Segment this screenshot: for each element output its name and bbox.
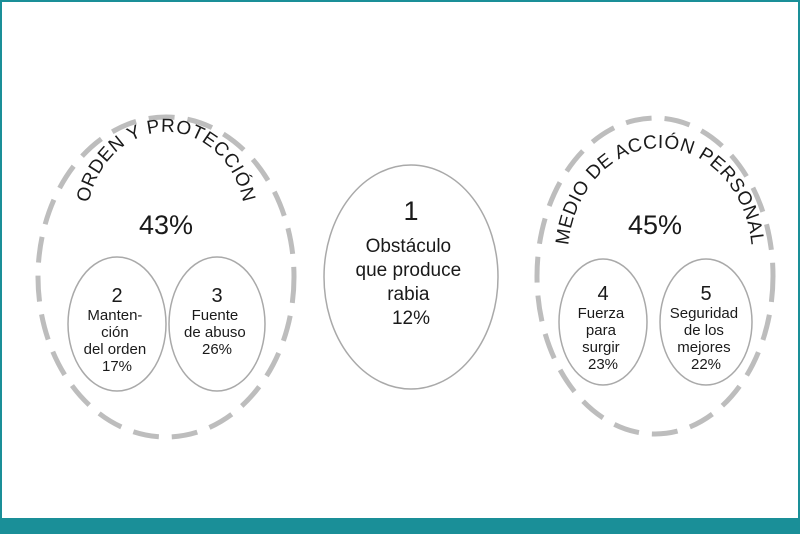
item-5-label: Seguridad de los mejores 22% xyxy=(670,305,743,373)
center-ellipse xyxy=(323,164,499,390)
left-group-title: ORDEN Y PROTECCIÓN xyxy=(73,116,259,204)
item-5-ellipse xyxy=(659,258,753,386)
left-group-percent: 43% xyxy=(139,210,193,240)
item-3-ellipse xyxy=(168,256,266,392)
item-2-label: Manten- ción del orden 17% xyxy=(84,307,151,375)
item-4-number: 4 xyxy=(597,283,608,305)
item-5-number: 5 xyxy=(700,283,711,305)
item-2-ellipse xyxy=(67,256,167,392)
item-4-label: Fuerza para surgir 23% xyxy=(578,305,629,373)
right-group-dashed-ring xyxy=(534,115,776,437)
center-number: 1 xyxy=(403,196,418,226)
item-3-label: Fuente de abuso 26% xyxy=(184,307,250,358)
item-2-number: 2 xyxy=(111,285,122,307)
item-3-number: 3 xyxy=(211,285,222,307)
bottom-band xyxy=(0,518,800,534)
center-label: Obstáculo que produce rabia 12% xyxy=(356,236,467,329)
right-group-percent: 45% xyxy=(628,210,682,240)
item-4-ellipse xyxy=(558,258,648,386)
left-group-dashed-ring xyxy=(35,114,297,440)
